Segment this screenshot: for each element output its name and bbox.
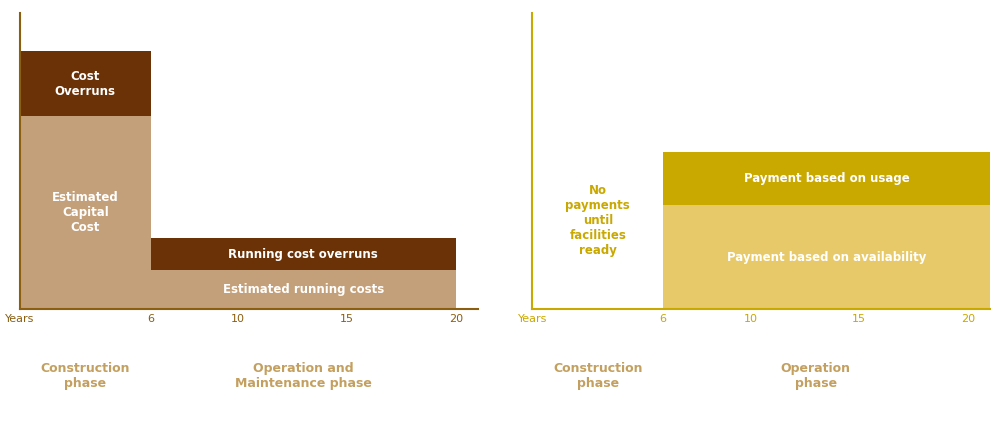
- Bar: [151, 238, 456, 270]
- Text: Payment based on availability: Payment based on availability: [727, 251, 926, 263]
- Text: Cost
Overruns: Cost Overruns: [55, 70, 116, 98]
- Bar: [20, 116, 151, 309]
- Text: Running cost overruns: Running cost overruns: [228, 248, 378, 261]
- Bar: [663, 205, 990, 309]
- Text: Estimated running costs: Estimated running costs: [223, 283, 384, 296]
- Text: Payment based on usage: Payment based on usage: [744, 172, 909, 185]
- Bar: [151, 270, 456, 309]
- Text: Construction
phase: Construction phase: [553, 362, 643, 390]
- Text: Estimated
Capital
Cost: Estimated Capital Cost: [52, 191, 119, 234]
- Bar: [20, 51, 151, 116]
- Text: Operation
phase: Operation phase: [781, 362, 851, 390]
- Bar: [663, 152, 990, 205]
- Text: No
payments
until
facilities
ready: No payments until facilities ready: [565, 184, 630, 257]
- Text: Operation and
Maintenance phase: Operation and Maintenance phase: [235, 362, 372, 390]
- Text: Construction
phase: Construction phase: [41, 362, 130, 390]
